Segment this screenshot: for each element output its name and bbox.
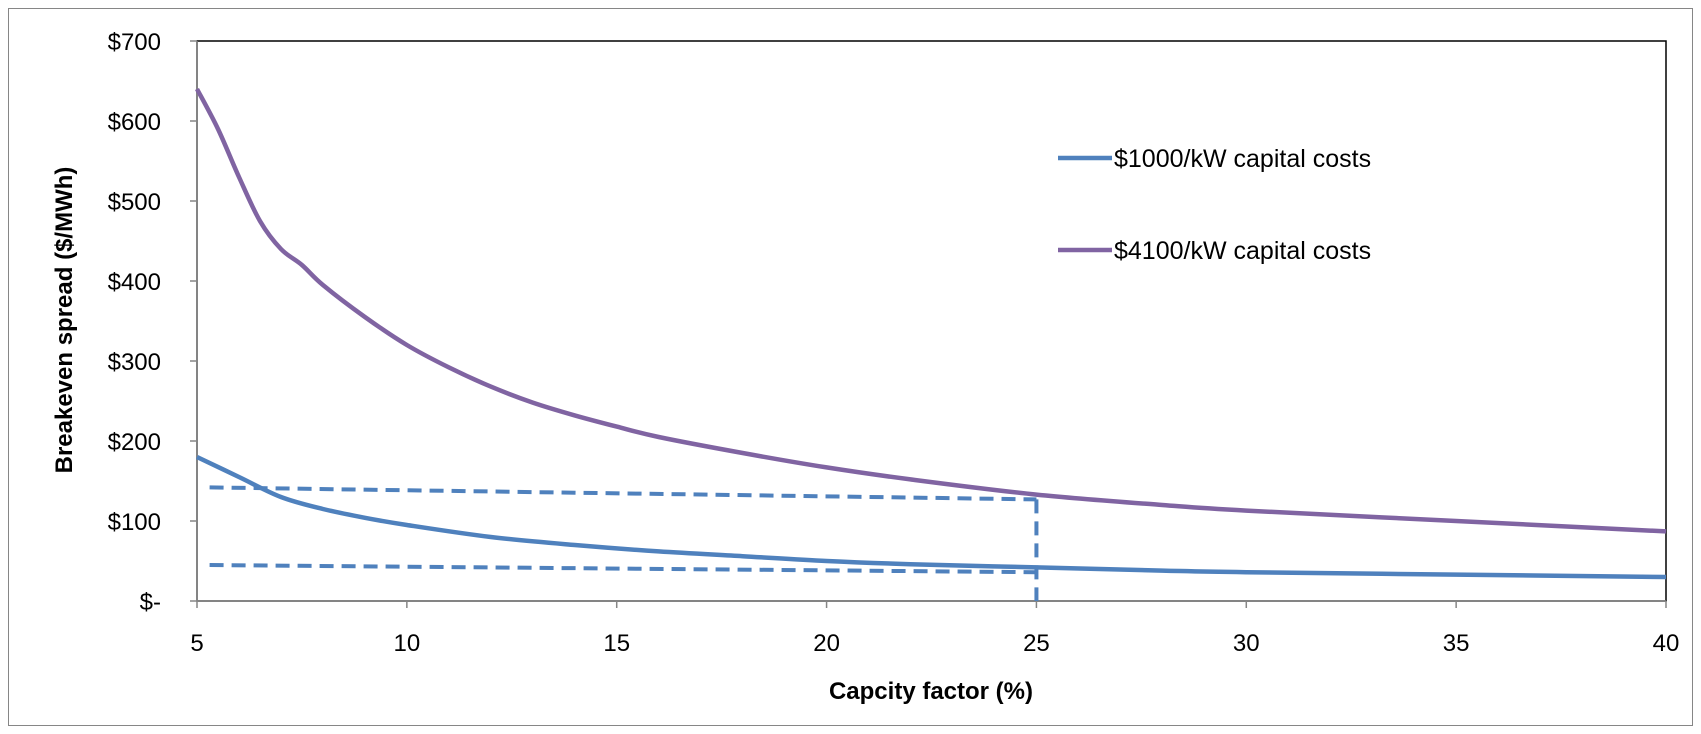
y-tick-label: $200 <box>108 429 161 456</box>
x-tick-label: 30 <box>1233 630 1260 657</box>
x-tick-label: 40 <box>1653 630 1680 657</box>
y-axis-title: Breakeven spread ($/MWh) <box>51 167 78 474</box>
x-tick-label: 15 <box>603 630 630 657</box>
plot-area: $- $100 $200 $300 $400 $500 $600 $700 5 10 15 20 25 3… <box>108 29 1680 657</box>
reference-line-1 <box>209 485 1037 502</box>
reference-line-2 <box>209 563 1037 575</box>
x-tick-label: 20 <box>813 630 840 657</box>
x-tick-label: 35 <box>1443 630 1470 657</box>
x-tick-label: 5 <box>190 630 203 657</box>
legend-label-2: $4100/kW capital costs <box>1114 237 1371 265</box>
x-tick-label: 25 <box>1023 630 1050 657</box>
series-line-1 <box>196 454 1667 580</box>
y-tick-label: $600 <box>108 109 161 136</box>
y-tick-label: $500 <box>108 189 161 216</box>
x-tick-label: 10 <box>394 630 421 657</box>
y-tick-label: $- <box>140 589 161 616</box>
legend-label-1: $1000/kW capital costs <box>1114 145 1371 173</box>
series-line-2 <box>195 87 1667 534</box>
y-tick-label: $100 <box>108 509 161 536</box>
y-tick-label: $700 <box>108 29 161 56</box>
x-axis-title: Capcity factor (%) <box>829 678 1033 705</box>
y-tick-label: $400 <box>108 269 161 296</box>
y-tick-label: $300 <box>108 349 161 376</box>
plot-border <box>196 40 1667 602</box>
chart-frame <box>8 8 1693 726</box>
